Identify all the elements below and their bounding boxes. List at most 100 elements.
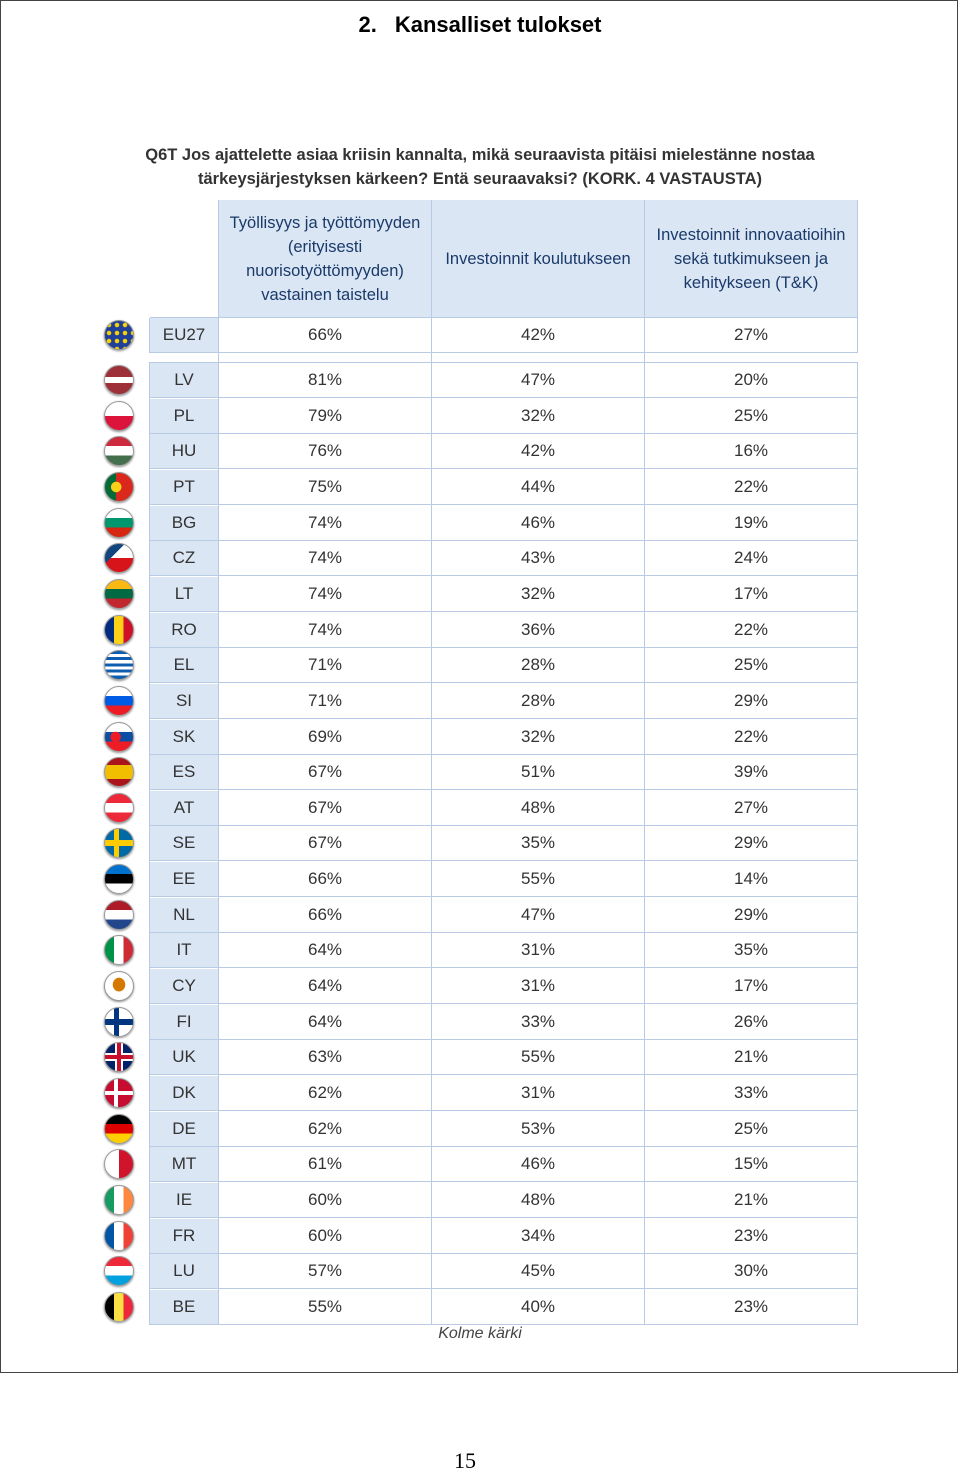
education-value: 35% [432, 826, 644, 861]
spain-flag-icon [104, 757, 134, 788]
employment-value: 81% [219, 363, 431, 397]
country-code: LT [150, 576, 218, 611]
employment-value: 60% [219, 1218, 431, 1253]
innovation-value: 27% [645, 318, 857, 352]
column-divider [857, 200, 858, 353]
row-divider [150, 1145, 857, 1147]
education-value: 46% [432, 1147, 644, 1182]
france-flag-icon [104, 1220, 134, 1251]
row-divider [150, 362, 857, 363]
country-code: NL [150, 897, 218, 932]
innovation-value: 29% [645, 826, 857, 861]
innovation-value: 25% [645, 648, 857, 683]
table-row: SK 69% 32% 22% [150, 719, 857, 754]
employment-value: 60% [219, 1182, 431, 1217]
country-code: EL [150, 648, 218, 683]
table-row: DE 62% 53% 25% [150, 1111, 857, 1146]
country-code: SI [150, 683, 218, 718]
education-value: 51% [432, 755, 644, 790]
estonia-flag-icon [104, 864, 134, 895]
row-divider [150, 610, 857, 612]
row-divider [150, 352, 857, 353]
poland-flag-icon [104, 400, 134, 431]
row-divider [150, 1038, 857, 1040]
innovation-value: 22% [645, 469, 857, 504]
table-row: MT 61% 46% 15% [150, 1147, 857, 1182]
country-code: CZ [150, 541, 218, 576]
employment-value: 57% [219, 1254, 431, 1289]
employment-value: 69% [219, 719, 431, 754]
lithuania-flag-icon [104, 578, 134, 609]
education-value: 36% [432, 612, 644, 647]
table-row: CZ 74% 43% 24% [150, 541, 857, 576]
innovation-value: 19% [645, 505, 857, 540]
country-code: FI [150, 1004, 218, 1039]
row-divider [150, 646, 857, 648]
question-title: Q6T Jos ajattelette asiaa kriisin kannal… [145, 146, 815, 188]
education-value: 31% [432, 1076, 644, 1110]
innovation-value: 29% [645, 683, 857, 718]
education-value: 43% [432, 541, 644, 576]
education-value: 53% [432, 1111, 644, 1146]
country-code: EU27 [150, 318, 218, 352]
country-code: IE [150, 1182, 218, 1217]
row-divider [150, 717, 857, 719]
table-row: FR 60% 34% 23% [150, 1218, 857, 1253]
innovation-value: 22% [645, 719, 857, 754]
column-divider [218, 200, 219, 1325]
luxembourg-flag-icon [104, 1256, 134, 1287]
row-divider [150, 397, 857, 398]
section-heading: 2. Kansalliset tulokset [0, 12, 960, 38]
employment-value: 63% [219, 1040, 431, 1075]
innovation-value: 23% [645, 1289, 857, 1324]
education-value: 42% [432, 434, 644, 469]
table-row: ES 67% 51% 39% [150, 755, 857, 790]
innovation-value: 17% [645, 969, 857, 1004]
country-code: SK [150, 719, 218, 754]
innovation-value: 22% [645, 612, 857, 647]
education-value: 40% [432, 1289, 644, 1324]
employment-value: 66% [219, 862, 431, 897]
table-row: LU 57% 45% 30% [150, 1254, 857, 1289]
country-code: DE [150, 1111, 218, 1146]
eu27-row: EU27 66% 42% 27% [150, 318, 857, 352]
slovenia-flag-icon [104, 685, 134, 716]
country-code: AT [150, 790, 218, 825]
innovation-value: 21% [645, 1182, 857, 1217]
table-row: BE 55% 40% 23% [150, 1289, 857, 1324]
education-value: 33% [432, 1004, 644, 1039]
austria-flag-icon [104, 792, 134, 823]
innovation-value: 15% [645, 1147, 857, 1182]
education-value: 47% [432, 363, 644, 397]
innovation-value: 20% [645, 363, 857, 397]
malta-flag-icon [104, 1149, 134, 1180]
innovation-value: 25% [645, 398, 857, 433]
employment-value: 61% [219, 1147, 431, 1182]
row-divider [150, 860, 857, 862]
table-row: LT 74% 32% 17% [150, 576, 857, 611]
employment-value: 74% [219, 541, 431, 576]
italy-flag-icon [104, 935, 134, 966]
row-divider [150, 824, 857, 826]
table-row: BG 74% 46% 19% [150, 505, 857, 540]
employment-value: 66% [219, 897, 431, 932]
netherlands-flag-icon [104, 899, 134, 930]
innovation-value: 26% [645, 1004, 857, 1039]
country-code: BG [150, 505, 218, 540]
finland-flag-icon [104, 1006, 134, 1037]
table-row: NL 66% 47% 29% [150, 897, 857, 932]
results-table: Työllisyys ja työttömyyden (erityisesti … [104, 200, 858, 1325]
footer-note: Kolme kärki [438, 1325, 522, 1342]
row-divider [150, 1110, 857, 1111]
table-row: IE 60% 48% 21% [150, 1182, 857, 1217]
table-row: PT 75% 44% 22% [150, 469, 857, 504]
education-value: 31% [432, 933, 644, 968]
education-value: 47% [432, 897, 644, 932]
employment-value: 71% [219, 683, 431, 718]
belgium-flag-icon [104, 1291, 134, 1322]
innovation-value: 27% [645, 790, 857, 825]
innovation-value: 39% [645, 755, 857, 790]
country-code: EE [150, 862, 218, 897]
row-divider [150, 682, 857, 684]
eu-flag-icon [104, 320, 134, 350]
